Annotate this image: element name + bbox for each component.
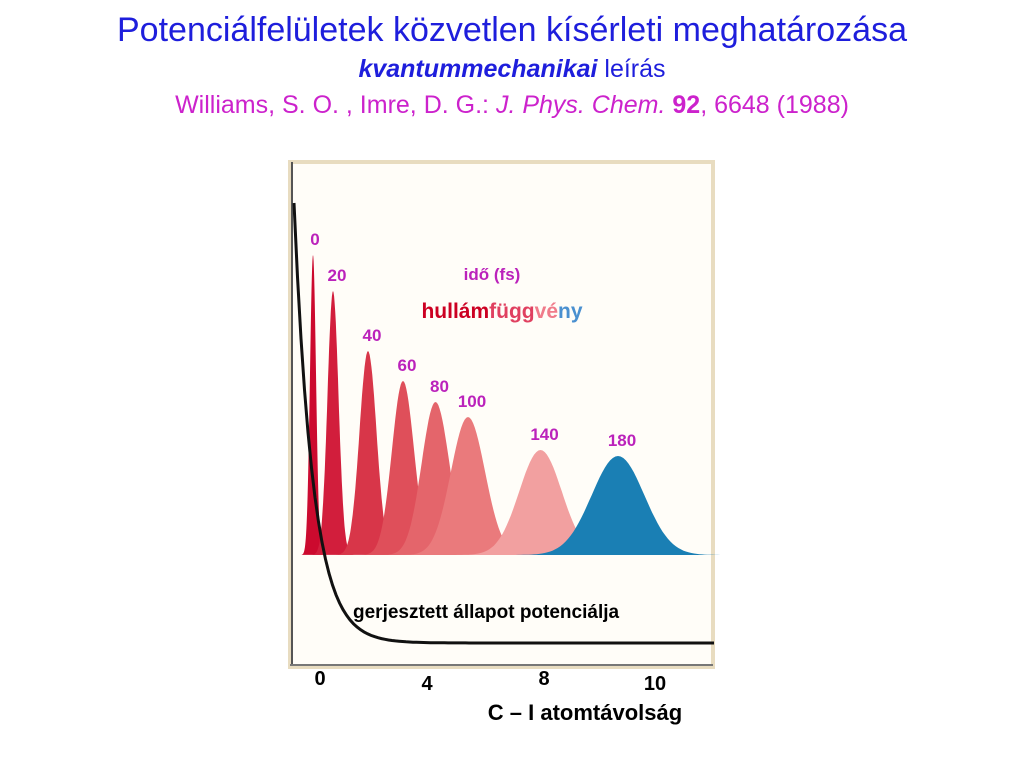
citation-volume: 92 <box>672 91 701 119</box>
subtitle-emphasis: kvantummechanikai <box>358 55 598 83</box>
x-tick-10: 10 <box>644 673 666 695</box>
citation: Williams, S. O. , Imre, D. G.: J. Phys. … <box>0 89 1024 121</box>
time-label-20: 20 <box>328 266 347 285</box>
wavepacket-40fs <box>334 351 402 555</box>
potential-label: gerjesztett állapot potenciálja <box>353 602 619 623</box>
wavefunction-part: vé <box>535 300 558 323</box>
x-tick-4: 4 <box>421 673 433 695</box>
plot-frame <box>288 160 715 669</box>
wavepacket-100fs <box>400 417 536 555</box>
wavefunction-part: függ <box>489 300 534 323</box>
citation-pages-year: , 6648 (1988) <box>700 91 849 119</box>
wavepacket-140fs <box>455 450 626 555</box>
time-labels: 0 20 40 60 80 100 140 180 <box>310 230 636 450</box>
time-label-140: 140 <box>530 425 558 444</box>
x-tick-labels: 0 4 8 10 <box>314 668 666 695</box>
wavepacket-180fs <box>513 456 723 555</box>
wavefunction-part: ny <box>558 300 583 323</box>
x-axis-label: C – I atomtávolság <box>487 700 683 725</box>
potential-curve <box>292 202 714 645</box>
wavepacket-series <box>301 255 723 555</box>
wavepacket-80fs <box>380 402 491 555</box>
time-label-0: 0 <box>310 230 319 249</box>
slide-subtitle: kvantummechanikai leírás <box>0 54 1024 84</box>
citation-journal: J. Phys. Chem. <box>495 91 666 119</box>
wavepacket-0fs <box>301 255 325 555</box>
time-label-80: 80 <box>430 377 449 396</box>
x-tick-8: 8 <box>538 668 549 690</box>
time-label-100: 100 <box>458 392 486 411</box>
time-label-60: 60 <box>398 356 417 375</box>
citation-authors: Williams, S. O. , Imre, D. G.: <box>175 91 489 119</box>
time-label-180: 180 <box>608 431 636 450</box>
x-tick-0: 0 <box>314 668 325 690</box>
time-label-40: 40 <box>363 326 382 345</box>
wavepacket-20fs <box>311 291 355 555</box>
slide-title: Potenciálfelületek közvetlen kísérleti m… <box>117 11 907 49</box>
wavefunction-part: hullám <box>421 300 489 323</box>
wavepacket-60fs <box>359 381 447 555</box>
legend-time-label: idő (fs) <box>464 265 521 284</box>
subtitle-rest: leírás <box>604 55 666 83</box>
legend-wavefunction-label: hullámfüggvény <box>421 300 582 323</box>
